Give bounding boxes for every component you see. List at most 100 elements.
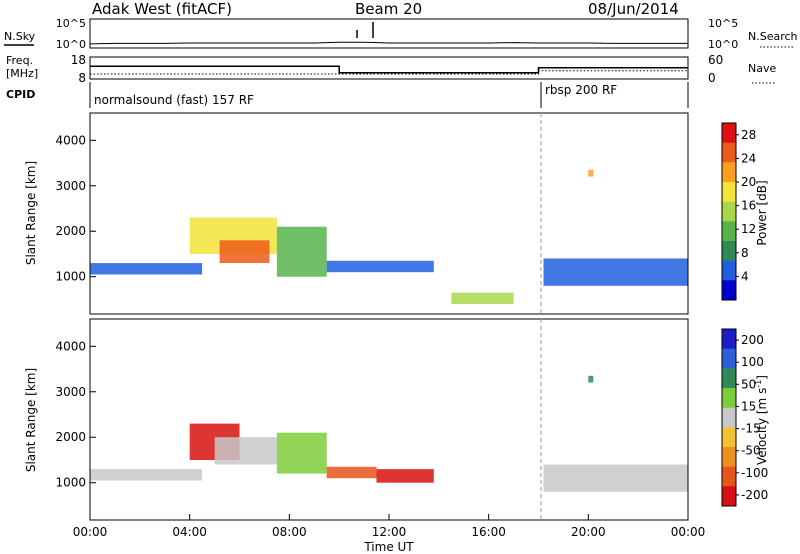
power-echo-layer: [90, 169, 688, 304]
colorbar-swatch: [722, 201, 736, 222]
nave-line: [90, 70, 688, 75]
cpid-segment-1: rbsp 200 RF: [545, 83, 617, 97]
x-tick-label: 20:00: [571, 525, 606, 539]
nsky-label: N.Sky: [4, 30, 36, 43]
freq-line: [90, 65, 688, 74]
echo-region-5: [543, 258, 688, 286]
colorbar-tick-label: 16: [741, 199, 756, 213]
cpid-strip: CPID normalsound (fast) 157 RF rbsp 200 …: [6, 82, 689, 108]
colorbar-tick-label: 100: [741, 355, 764, 369]
velocity-echo-layer: [90, 375, 688, 492]
echo-region-2: [219, 240, 270, 263]
colorbar-swatch: [722, 466, 736, 487]
y-tick-label: 4000: [55, 339, 86, 353]
echo-region-3: [276, 226, 327, 277]
colorbar-tick-label: 4: [741, 269, 749, 283]
velocity-y-label: Slant Range [km]: [24, 368, 38, 472]
echo-region-6: [543, 464, 688, 492]
colorbar-swatch: [722, 329, 736, 350]
power-y-label: Slant Range [km]: [24, 161, 38, 265]
colorbar-frame: [721, 328, 737, 507]
x-axis-label: Time UT: [363, 540, 414, 554]
noise-panel: N.Sky 10^5 10^0 10^5 10^0 N.Search: [4, 17, 798, 51]
colorbar-tick-label: -15: [741, 422, 761, 436]
colorbar-swatch: [722, 280, 736, 301]
colorbar-tick-label: 24: [741, 151, 756, 165]
nave-label: Nave: [748, 62, 776, 75]
colorbar-tick-label: 28: [741, 128, 756, 142]
x-tick-label: 16:00: [471, 525, 506, 539]
colorbar-swatch: [722, 241, 736, 262]
x-tick-label: 04:00: [172, 525, 207, 539]
colorbar-swatch: [722, 447, 736, 468]
echo-region-4: [326, 466, 377, 479]
colorbar-frame: [721, 122, 737, 301]
beam-title: Beam 20: [355, 0, 422, 18]
colorbar-swatch: [722, 427, 736, 448]
noise-left-tick-low: 10^0: [56, 38, 86, 51]
power-panel: 1000 2000 3000 4000 Slant Range [km] 4 8 12 16…: [24, 112, 769, 315]
power-colorbar: 4 8 12 16 20 24 28: [721, 122, 756, 301]
velocity-colorbar-label: Velocity [m s-1]: [754, 375, 769, 465]
echo-region-3: [276, 432, 327, 474]
noise-right-tick-low: 10^0: [708, 38, 738, 51]
y-tick-label: 4000: [55, 133, 86, 147]
noise-right-tick-high: 10^5: [708, 17, 738, 30]
colorbar-tick-label: 200: [741, 333, 764, 347]
echo-region-0: [90, 263, 203, 275]
x-tick-label: 12:00: [372, 525, 407, 539]
x-tick-label: 00:00: [671, 525, 706, 539]
echo-region-6: [451, 292, 514, 304]
cpid-label: CPID: [6, 88, 35, 101]
echo-region-5: [376, 469, 434, 483]
colorbar-swatch: [722, 142, 736, 163]
freq-label-line1: Freq.: [6, 54, 33, 67]
power-colorbar-label: Power [dB]: [755, 180, 769, 245]
nave-tick-low: 0: [708, 71, 716, 85]
nsearch-label: N.Search: [748, 30, 798, 43]
colorbar-swatch: [722, 123, 736, 144]
y-tick-label: 3000: [55, 179, 86, 193]
colorbar-tick-label: 50: [741, 377, 756, 391]
colorbar-swatch: [722, 348, 736, 369]
nsky-noise-line: [89, 41, 688, 45]
colorbar-swatch: [722, 388, 736, 409]
echo-region-7: [588, 375, 594, 383]
y-tick-label: 1000: [55, 270, 86, 284]
y-tick-label: 1000: [55, 476, 86, 490]
nave-tick-high: 60: [708, 53, 723, 67]
colorbar-tick-label: 12: [741, 222, 756, 236]
echo-region-0: [90, 469, 203, 481]
cpid-segment-0: normalsound (fast) 157 RF: [94, 93, 254, 107]
freq-tick-high: 18: [71, 53, 86, 67]
colorbar-swatch: [722, 162, 736, 183]
freq-label-line2: [MHz]: [6, 67, 38, 80]
echo-region-4: [326, 260, 434, 273]
station-title: Adak West (fitACF): [92, 0, 232, 18]
y-tick-label: 3000: [55, 385, 86, 399]
echo-region-2: [214, 437, 277, 465]
colorbar-swatch: [722, 407, 736, 428]
colorbar-swatch: [722, 368, 736, 389]
x-tick-label: 00:00: [73, 525, 108, 539]
velocity-panel: 1000 2000 3000 4000 Slant Range [km] 200 100…: [24, 318, 769, 554]
colorbar-swatch: [722, 221, 736, 242]
colorbar-swatch: [722, 182, 736, 203]
date-title: 08/Jun/2014: [588, 0, 679, 18]
echo-region-7: [588, 169, 594, 177]
colorbar-swatch: [722, 260, 736, 281]
colorbar-tick-label: -100: [741, 466, 768, 480]
y-tick-label: 2000: [55, 430, 86, 444]
colorbar-tick-label: 8: [741, 246, 749, 260]
colorbar-tick-label: 20: [741, 175, 756, 189]
colorbar-swatch: [722, 486, 736, 507]
y-tick-label: 2000: [55, 224, 86, 238]
colorbar-tick-label: -200: [741, 488, 768, 502]
freq-panel: Freq. [MHz] 18 8 60 0 Nave: [6, 53, 776, 85]
colorbar-tick-label: 15: [741, 399, 756, 413]
noise-left-tick-high: 10^5: [56, 17, 86, 30]
x-tick-label: 08:00: [272, 525, 307, 539]
velocity-colorbar: 200 100 50 15 -15 -50 -100 -200: [721, 328, 768, 507]
freq-tick-low: 8: [78, 71, 86, 85]
